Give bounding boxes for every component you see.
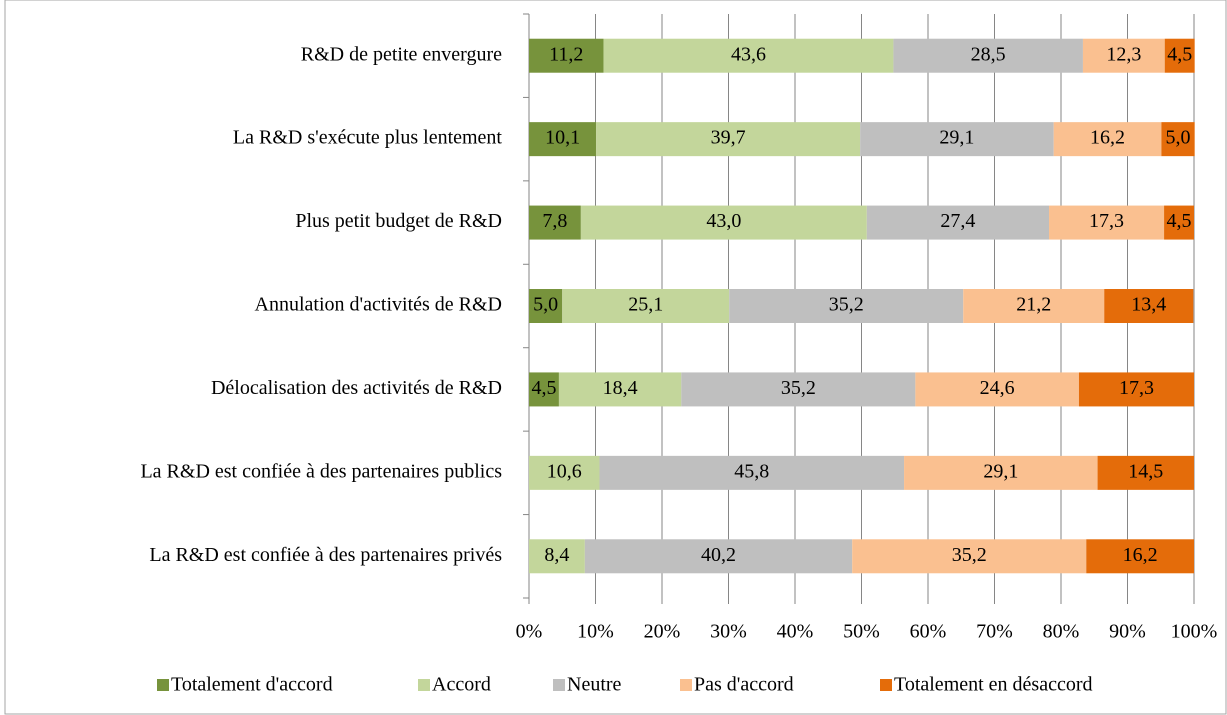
bar-segment [1161,122,1195,157]
data-label: 40,2 [701,544,736,566]
y-tick-label: Délocalisation des activités de R&D [211,377,502,399]
data-label: 35,2 [829,294,864,316]
y-tick-label: Plus petit budget de R&D [295,210,502,232]
bar-segment [529,539,585,574]
bar-segment [558,372,682,407]
y-tick-label: La R&D est confiée à des partenaires pri… [149,544,502,566]
bar-segment [529,122,597,157]
data-label: 4,5 [1167,210,1192,232]
bar-segment [529,205,581,240]
bar-segment [584,539,853,574]
y-tick-label: La R&D s'exécute plus lentement [233,127,503,149]
legend-swatch [418,679,430,691]
data-label: 8,4 [544,544,569,566]
x-tick-label: 30% [710,621,747,643]
data-label: 27,4 [940,210,975,232]
x-tick-label: 10% [577,621,614,643]
data-label: 18,4 [603,377,638,399]
data-label: 29,1 [983,460,1018,482]
data-label: 14,5 [1128,460,1163,482]
bar-segment [866,205,1050,240]
bar-segment [529,289,563,323]
bar-segment [529,455,600,490]
chart-border [4,0,1227,715]
data-label: 11,2 [549,43,583,65]
legend-swatch [157,679,169,691]
bar-segment [580,205,867,240]
data-label: 4,5 [1167,43,1192,65]
bar-segment [599,455,905,490]
x-tick-label: 100% [1171,621,1218,643]
data-label: 17,3 [1089,210,1124,232]
legend-label: Totalement d'accord [171,674,333,696]
data-label: 39,7 [711,127,746,149]
x-tick-label: 80% [1043,621,1080,643]
bar-segment [562,289,730,323]
data-label: 35,2 [781,377,816,399]
data-label: 10,6 [547,460,582,482]
bar-segment [1078,372,1194,407]
x-tick-label: 0% [516,621,543,643]
bar-segment [1097,455,1194,490]
bar-segment [852,539,1087,574]
legend-label: Neutre [567,674,622,696]
legend-label: Pas d'accord [694,674,794,696]
bar-segment [1082,38,1165,73]
data-label: 16,2 [1123,544,1158,566]
legend-swatch [553,679,565,691]
bar-segment [860,122,1054,157]
bar-segment [529,38,604,73]
data-label: 5,0 [1166,127,1191,149]
legend-label: Totalement en désaccord [894,674,1093,696]
bar-segment [1053,122,1162,157]
bar-segment [1164,205,1194,240]
data-label: 43,6 [731,43,766,65]
x-tick-label: 90% [1109,621,1146,643]
data-label: 29,1 [939,127,974,149]
x-tick-label: 70% [976,621,1013,643]
data-label: 12,3 [1106,43,1141,65]
data-label: 43,0 [706,210,741,232]
data-label: 25,1 [628,294,663,316]
bar-segment [904,455,1098,490]
x-tick-label: 50% [843,621,880,643]
legend-swatch [880,679,892,691]
bar-segment [681,372,916,407]
data-label: 24,6 [980,377,1015,399]
data-label: 4,5 [531,377,556,399]
data-label: 45,8 [734,460,769,482]
bar-segment [596,122,861,157]
bar-segment [1164,38,1195,73]
y-tick-label: R&D de petite envergure [301,43,502,65]
data-label: 17,3 [1119,377,1154,399]
data-label: 21,2 [1016,294,1051,316]
bar-segment [1086,539,1194,574]
y-tick-label: La R&D est confiée à des partenaires pub… [140,460,502,482]
bar-segment [729,289,964,323]
x-tick-label: 60% [910,621,947,643]
data-label: 10,1 [545,127,580,149]
bar-segment [1104,289,1194,323]
data-label: 28,5 [971,43,1006,65]
legend-label: Accord [432,674,491,696]
data-label: 7,8 [542,210,567,232]
data-label: 5,0 [533,294,558,316]
x-tick-label: 20% [644,621,681,643]
bar-segment [529,372,559,407]
x-tick-label: 40% [777,621,814,643]
bar-segment [893,38,1083,73]
bar-segment [1049,205,1165,240]
data-label: 16,2 [1090,127,1125,149]
bar-segment [603,38,894,73]
data-label: 35,2 [952,544,987,566]
legend-swatch [680,679,692,691]
data-label: 13,4 [1131,294,1166,316]
bar-segment [915,372,1079,407]
bar-segment [963,289,1105,323]
y-tick-label: Annulation d'activités de R&D [255,294,502,316]
